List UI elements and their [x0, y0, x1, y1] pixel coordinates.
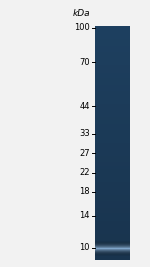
Text: 14: 14: [80, 211, 90, 220]
Text: 70: 70: [79, 58, 90, 66]
Text: 44: 44: [80, 102, 90, 111]
Text: 22: 22: [80, 168, 90, 177]
Text: 10: 10: [80, 244, 90, 253]
Text: 100: 100: [74, 23, 90, 33]
Text: 27: 27: [79, 149, 90, 158]
Text: 18: 18: [79, 187, 90, 196]
Text: 33: 33: [79, 129, 90, 138]
Text: kDa: kDa: [72, 10, 90, 18]
